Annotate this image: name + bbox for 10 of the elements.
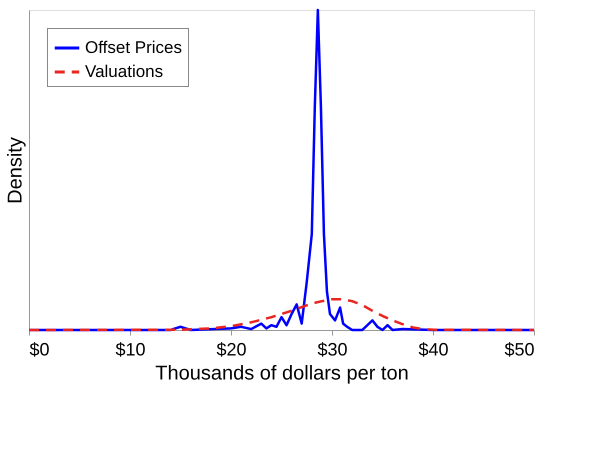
x-tick-label: $10 (115, 340, 146, 360)
x-tick-label: $30 (317, 340, 348, 360)
x-tick-label: $50 (504, 340, 534, 360)
legend-label: Valuations (85, 62, 164, 81)
legend-label: Offset Prices (85, 38, 182, 57)
y-axis-title: Density (4, 137, 26, 204)
x-axis-title: Thousands of dollars per ton (155, 362, 409, 384)
x-tick-label: $20 (216, 340, 247, 360)
x-tick-label: $40 (418, 340, 449, 360)
x-tick-label: $0 (30, 340, 50, 360)
